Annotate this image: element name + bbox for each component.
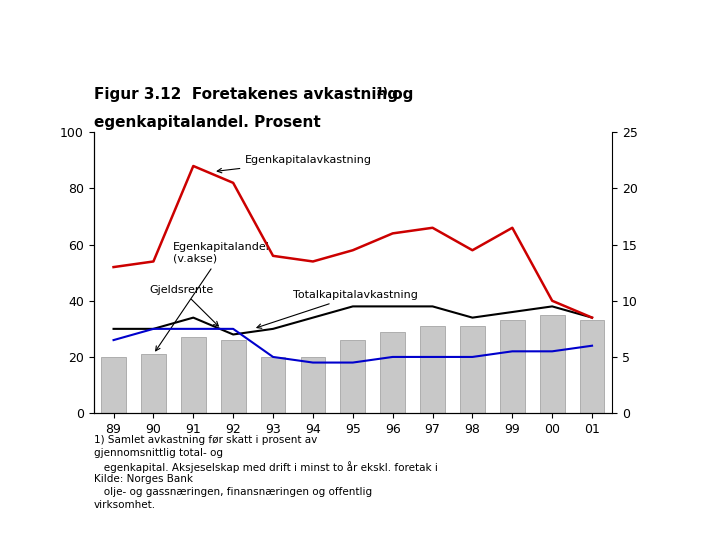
Text: egenkapital. Aksjeselskap med drift i minst to år ekskl. foretak i: egenkapital. Aksjeselskap med drift i mi… (94, 461, 438, 472)
Bar (221, 340, 246, 413)
Bar (580, 320, 604, 413)
Bar (380, 332, 405, 413)
Bar (420, 326, 445, 413)
Bar (141, 354, 166, 413)
Bar (261, 357, 285, 413)
Text: olje- og gassnæringen, finansnæringen og offentlig: olje- og gassnæringen, finansnæringen og… (94, 487, 372, 497)
Bar (300, 357, 325, 413)
Bar (540, 315, 564, 413)
Text: Figur 3.12  Foretakenes avkastning: Figur 3.12 Foretakenes avkastning (94, 86, 397, 102)
Bar (341, 340, 365, 413)
Text: Totalkapitalavkastning: Totalkapitalavkastning (257, 290, 418, 328)
Bar (460, 326, 485, 413)
Text: og: og (387, 86, 414, 102)
Text: virksomhet.: virksomhet. (94, 500, 156, 510)
Bar (102, 357, 126, 413)
Text: 1) Samlet avkastning før skatt i prosent av: 1) Samlet avkastning før skatt i prosent… (94, 435, 317, 445)
Bar (500, 320, 525, 413)
Bar (181, 338, 206, 413)
Text: Kilde: Norges Bank: Kilde: Norges Bank (94, 474, 193, 484)
Text: Gjeldsrente: Gjeldsrente (150, 285, 218, 326)
Text: Egenkapitalavkastning: Egenkapitalavkastning (217, 156, 372, 173)
Text: gjennomsnittlig total- og: gjennomsnittlig total- og (94, 448, 222, 458)
Text: 1): 1) (376, 87, 389, 97)
Text: egenkapitalandel. Prosent: egenkapitalandel. Prosent (94, 115, 320, 130)
Text: Egenkapitalandel
(v.akse): Egenkapitalandel (v.akse) (156, 242, 270, 351)
